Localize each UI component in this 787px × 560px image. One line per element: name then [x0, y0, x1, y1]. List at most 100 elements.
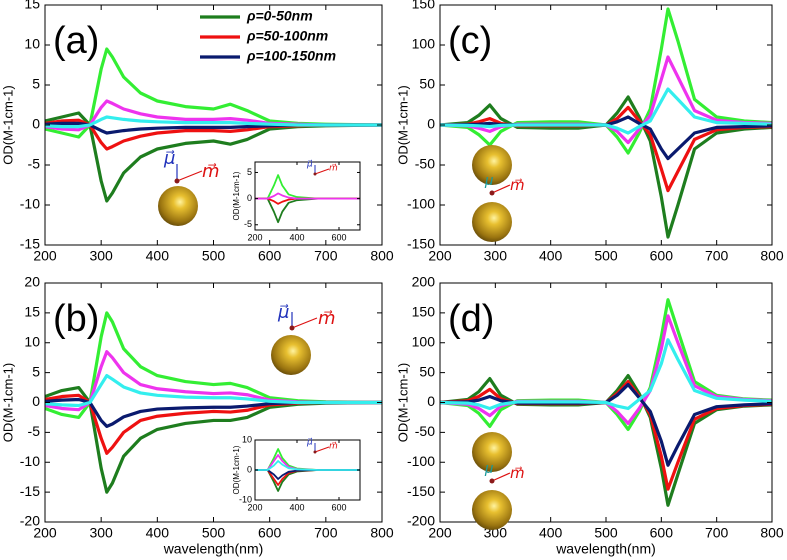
m-arrow — [291, 317, 318, 329]
y-tick-label: 0 — [247, 464, 252, 474]
x-tick-label: 800 — [760, 248, 784, 264]
series-line — [45, 374, 382, 408]
panel: 200 300 400 500 600 700 800-200-150-100-500501… — [395, 274, 783, 557]
y-tick-label: 0 — [427, 116, 435, 132]
legend-label: ρ=100-150nm — [246, 48, 336, 64]
mu-label: μ⃗ — [306, 436, 313, 446]
series-line — [440, 95, 772, 239]
series-line — [440, 382, 772, 467]
x-tick-label: 500 — [594, 525, 618, 541]
y-tick-label: -20 — [20, 513, 40, 529]
y-tick-label: 15 — [24, 0, 40, 12]
y-tick-label: 0 — [247, 193, 252, 203]
y-tick-label: 150 — [412, 304, 436, 320]
x-tick-label: 500 — [202, 248, 226, 264]
y-tick-label: -50 — [415, 423, 435, 439]
y-tick-label: 0 — [32, 116, 40, 132]
x-tick-label: 500 — [594, 248, 618, 264]
y-tick-label: 50 — [419, 76, 435, 92]
sphere — [271, 335, 311, 375]
panel-label: (c) — [448, 20, 492, 62]
x-tick-label: 400 — [146, 248, 170, 264]
x-tick-label: 600 — [331, 232, 346, 242]
y-tick-label: 200 — [412, 274, 436, 290]
dipole — [489, 478, 495, 484]
mu-label: μ⃗ — [306, 158, 313, 168]
mu-label: μ⃗ — [277, 302, 289, 322]
x-tick-label: 800 — [760, 525, 784, 541]
series-line — [440, 379, 772, 491]
y-tick-label: -200 — [407, 513, 435, 529]
y-axis-label: OD(M-1cm-1) — [232, 445, 241, 494]
series-line — [255, 460, 360, 471]
y-tick-label: 10 — [24, 333, 40, 349]
inset-illustrations: μ⃗ m⃗ μ⃗ m⃗ — [306, 158, 338, 454]
legend-label: ρ=0-50nm — [246, 8, 313, 24]
x-tick-label: 400 — [539, 525, 563, 541]
x-tick-label: 200 — [428, 248, 452, 264]
series-group — [45, 311, 382, 494]
y-tick-label: 100 — [412, 333, 436, 349]
y-tick-label: -15 — [20, 236, 40, 252]
dipole — [174, 178, 180, 184]
m-label: m⃗ — [510, 177, 525, 194]
mu-label: μ — [484, 460, 493, 477]
sphere — [158, 186, 198, 226]
m-arrow — [314, 446, 330, 453]
series-line — [440, 7, 772, 155]
series-line — [45, 115, 382, 129]
mu-label: μ⃗ — [163, 148, 175, 168]
plot-area — [255, 162, 360, 230]
plot-frame — [254, 161, 361, 231]
x-tick-label: 300 — [484, 248, 508, 264]
series-line — [440, 87, 772, 135]
series-group — [255, 174, 360, 224]
mu-label: μ — [484, 172, 493, 189]
m-label: m⃗ — [329, 440, 338, 450]
y-tick-label: 15 — [24, 304, 40, 320]
series-line — [440, 374, 772, 507]
dipole — [313, 172, 317, 176]
x-axis-label: wavelength(nm) — [555, 541, 656, 557]
series-line — [255, 192, 360, 200]
x-tick-label: 400 — [539, 248, 563, 264]
m-label: m⃗ — [318, 308, 336, 328]
y-tick-label: 10 — [242, 434, 252, 444]
m-arrow — [314, 168, 330, 175]
x-tick-label: 200 — [247, 502, 262, 512]
y-tick-label: -5 — [244, 219, 252, 229]
y-tick-label: 150 — [412, 0, 436, 12]
x-tick-label: 700 — [314, 525, 338, 541]
x-tick-label: 600 — [650, 525, 674, 541]
panel-label: (b) — [53, 298, 99, 340]
sphere — [472, 432, 512, 472]
series-group — [255, 448, 360, 492]
illustrations: μ⃗ m⃗ μ⃗ m⃗ μ m⃗ μ m⃗ — [158, 145, 525, 530]
series-line — [440, 55, 772, 145]
x-tick-label: 800 — [370, 248, 394, 264]
x-tick-label: 400 — [289, 502, 304, 512]
y-tick-label: -100 — [407, 453, 435, 469]
y-tick-label: -50 — [415, 156, 435, 172]
y-tick-label: 100 — [412, 36, 436, 52]
x-tick-label: 700 — [705, 525, 729, 541]
m-label: m⃗ — [202, 161, 220, 181]
inset-chart: 200 400 600 -5 0 5 OD(M-1cm-1) — [232, 161, 361, 242]
series-line — [440, 338, 772, 411]
y-tick-label: -10 — [20, 453, 40, 469]
series-group — [45, 47, 382, 203]
dipole — [289, 325, 295, 331]
y-tick-label: 5 — [32, 76, 40, 92]
y-tick-label: -5 — [28, 156, 41, 172]
panel-label: (a) — [53, 20, 99, 62]
x-tick-label: 700 — [314, 248, 338, 264]
m-arrow — [491, 184, 511, 194]
y-tick-label: 5 — [247, 167, 252, 177]
y-tick-label: 20 — [24, 274, 40, 290]
sphere — [472, 202, 512, 242]
x-tick-label: 500 — [202, 525, 226, 541]
sphere — [472, 145, 512, 185]
x-tick-label: 200 — [247, 232, 262, 242]
